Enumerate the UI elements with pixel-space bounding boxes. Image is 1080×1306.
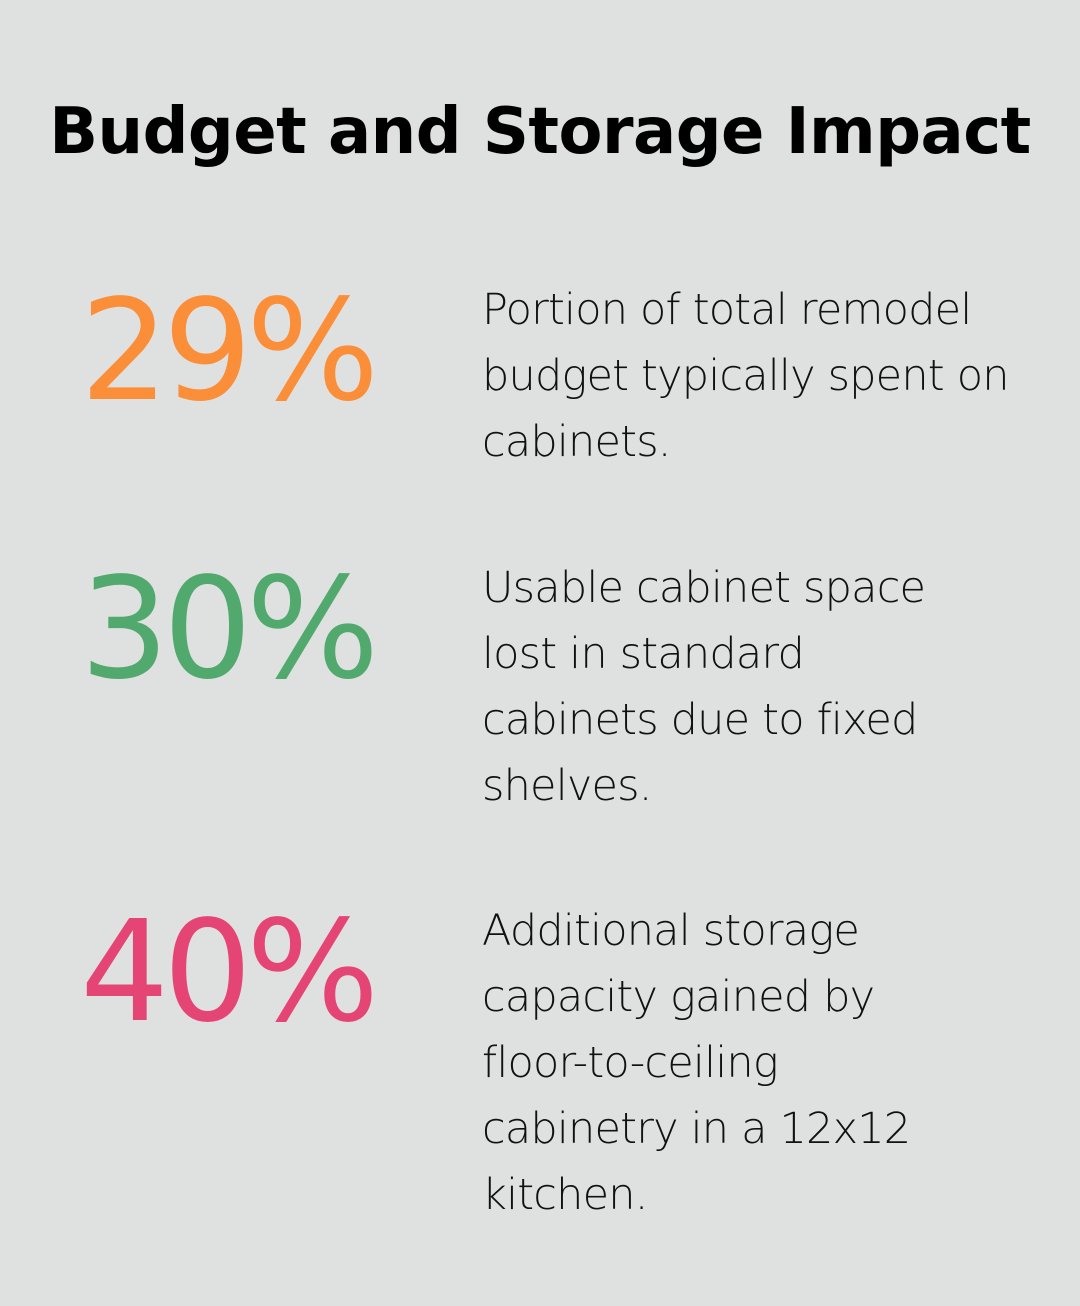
- page-title: Budget and Storage Impact: [49, 95, 1031, 169]
- stat-description: Portion of total remodel budget typicall…: [482, 285, 1009, 467]
- stat-description: Usable cabinet space lost in standard ca…: [482, 563, 926, 811]
- stat-value: 40%: [80, 891, 379, 1054]
- stat-value: 29%: [80, 270, 379, 433]
- stat-value: 30%: [80, 548, 379, 711]
- stat-description: Additional storage capacity gained by fl…: [482, 906, 911, 1220]
